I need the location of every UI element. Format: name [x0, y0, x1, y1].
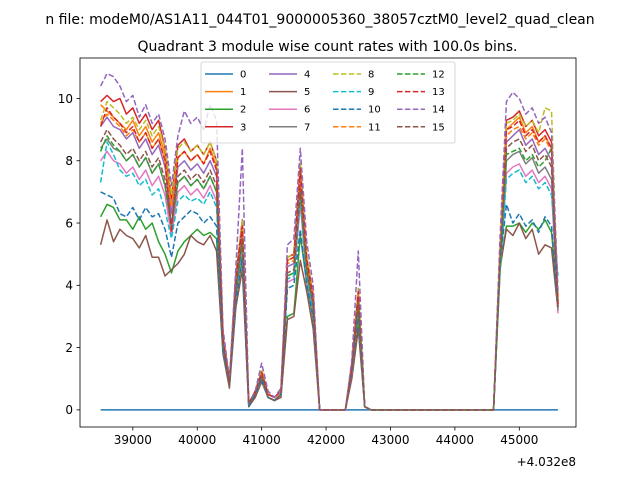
y-tick-label: 8	[65, 154, 73, 168]
series-line-8	[99, 100, 559, 411]
legend-label-13: 13	[432, 87, 445, 98]
legend-label-9: 9	[368, 87, 374, 98]
legend-label-3: 3	[240, 122, 246, 133]
y-axis: 0 2 4 6 8 10	[58, 92, 80, 417]
x-tick-label: 44000	[436, 433, 474, 447]
y-tick-label: 6	[65, 216, 73, 230]
series-line-14	[99, 72, 559, 411]
legend-label-1: 1	[240, 87, 246, 98]
y-tick-label: 10	[58, 92, 73, 106]
legend-label-11: 11	[368, 122, 381, 133]
legend-label-14: 14	[432, 105, 445, 116]
x-tick-label: 41000	[243, 433, 281, 447]
series-line-1	[100, 104, 559, 411]
series-line-11	[99, 113, 559, 411]
series-line-5	[99, 219, 559, 411]
y-tick-label: 0	[65, 403, 73, 417]
legend-label-7: 7	[304, 122, 310, 133]
legend-label-10: 10	[368, 105, 381, 116]
legend-label-8: 8	[368, 70, 374, 81]
legend-label-0: 0	[240, 70, 246, 81]
chart-title: Quadrant 3 module wise count rates with …	[138, 39, 518, 55]
legend-label-15: 15	[432, 122, 445, 133]
legend-label-4: 4	[304, 70, 310, 81]
x-tick-label: 40000	[178, 433, 216, 447]
x-tick-label: 42000	[307, 433, 345, 447]
series-line-4	[99, 116, 559, 411]
plot-frame	[79, 57, 577, 428]
y-tick-label: 2	[65, 341, 73, 355]
x-tick-label: 43000	[371, 433, 409, 447]
legend-label-12: 12	[432, 70, 445, 81]
legend-box	[200, 61, 456, 144]
x-tick-label: 45000	[500, 433, 538, 447]
x-axis: 39000 40000 41000 42000 43000 44000 45000	[114, 427, 538, 447]
series-layer	[99, 72, 559, 411]
x-axis-offset-label: +4.032e8	[517, 455, 576, 469]
legend-label-6: 6	[304, 105, 310, 116]
chart-suptitle: n file: modeM0/AS1A11_044T01_9000005360_…	[45, 12, 594, 28]
legend-label-5: 5	[304, 87, 310, 98]
legend-label-2: 2	[240, 105, 246, 116]
y-tick-label: 4	[65, 279, 73, 293]
series-line-13	[99, 107, 559, 411]
x-tick-label: 39000	[114, 433, 152, 447]
series-line-15	[99, 128, 559, 411]
series-line-2	[99, 203, 559, 411]
